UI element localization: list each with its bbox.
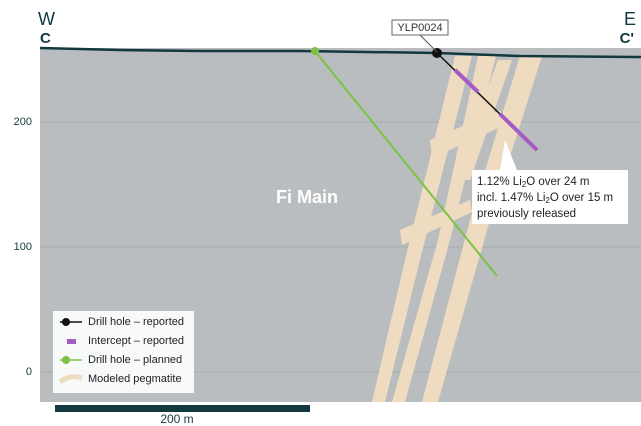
annotation-line: incl. 1.47% Li2O over 15 m xyxy=(477,192,613,205)
west-label: C xyxy=(40,30,51,47)
east-label: C' xyxy=(620,30,634,47)
planned-collar xyxy=(311,47,319,55)
annotation-text: O over 15 m xyxy=(550,192,613,204)
planned-hole xyxy=(314,50,498,277)
annotation-text: previously released xyxy=(477,208,576,220)
legend-label: Intercept – reported xyxy=(88,335,184,347)
legend-symbol xyxy=(62,356,70,364)
callout-pointer xyxy=(500,140,517,170)
annotation-text: 2 xyxy=(545,196,550,205)
legend-symbol xyxy=(67,339,76,344)
pegmatite xyxy=(372,56,542,402)
annotation-text: 2 xyxy=(522,180,527,189)
scale-bar xyxy=(55,405,310,412)
intercept xyxy=(453,68,480,94)
scale-label: 200 m xyxy=(160,412,193,426)
hole-label: YLP0024 xyxy=(397,22,442,34)
annotation-text: O over 24 m xyxy=(526,176,589,188)
annotation-line: previously released xyxy=(477,208,576,220)
label-leader xyxy=(419,34,438,53)
intercept xyxy=(498,112,539,152)
elevation-label: 200 xyxy=(14,116,32,128)
annotation-text: incl. 1.47% Li xyxy=(477,192,545,204)
topography xyxy=(39,46,641,59)
legend-label: Modeled pegmatite xyxy=(88,373,182,385)
elevation-label: 0 xyxy=(26,366,32,378)
hole-label-box xyxy=(391,19,449,36)
annotation-line: 1.12% Li2O over 24 m xyxy=(477,176,590,189)
elevation-label: 100 xyxy=(14,241,32,253)
legend-symbol xyxy=(62,318,70,326)
legend-box xyxy=(53,311,194,393)
legend-label: Drill hole – reported xyxy=(88,316,184,328)
legend-label: Drill hole – planned xyxy=(88,354,182,366)
legend-symbol xyxy=(58,374,83,385)
east: E xyxy=(624,9,636,29)
reported-collar xyxy=(432,48,442,58)
west: W xyxy=(38,9,55,29)
annotation-text: 1.12% Li xyxy=(477,176,522,188)
annotation-box xyxy=(472,170,628,224)
unit-label: Fi Main xyxy=(276,187,338,207)
